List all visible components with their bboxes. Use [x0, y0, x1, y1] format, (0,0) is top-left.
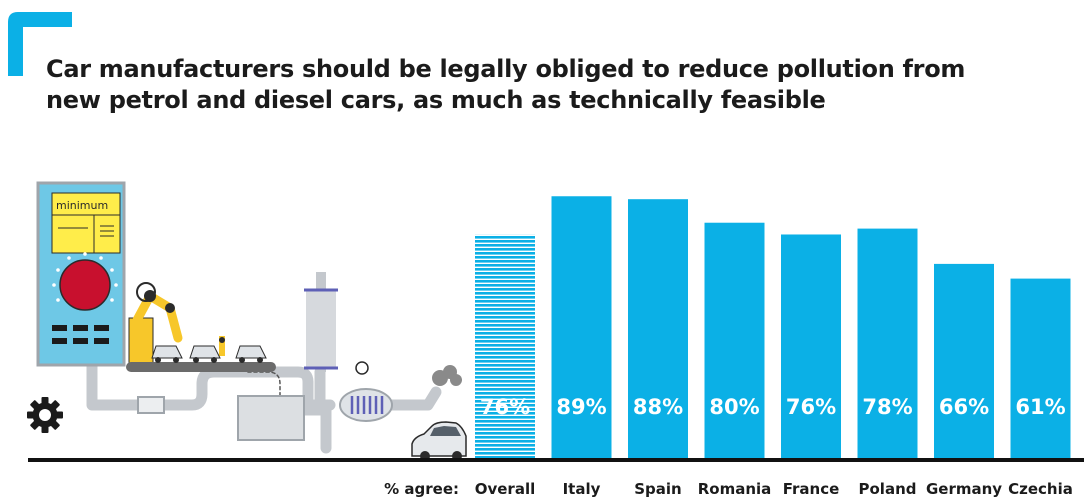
bar-romania	[705, 223, 765, 458]
value-label-france: 76%	[786, 395, 836, 419]
car-icon	[412, 422, 466, 461]
category-label-france: France	[783, 480, 840, 498]
gear-icon	[27, 397, 63, 433]
category-label-poland: Poland	[859, 480, 917, 498]
category-label-spain: Spain	[634, 480, 681, 498]
bar-czechia	[1011, 279, 1071, 458]
axis-prefix-label: % agree:	[384, 480, 459, 498]
muffler-icon	[238, 396, 304, 440]
category-label-czechia: Czechia	[1008, 480, 1073, 498]
category-label-romania: Romania	[698, 480, 772, 498]
value-label-germany: 66%	[939, 395, 989, 419]
smoke-icon	[432, 365, 462, 386]
value-label-romania: 80%	[709, 395, 759, 419]
value-label-spain: 88%	[633, 395, 683, 419]
panel-label: minimum	[56, 199, 108, 212]
category-label-italy: Italy	[563, 480, 601, 498]
control-panel-icon: minimum	[38, 183, 124, 365]
value-label-italy: 89%	[556, 395, 606, 419]
catalytic-converter-icon	[340, 362, 392, 421]
category-label-germany: Germany	[926, 480, 1002, 498]
value-label-overall: 76%	[480, 395, 530, 419]
filter-icon	[138, 397, 164, 413]
bar-overall	[475, 234, 535, 458]
bar-france	[781, 234, 841, 458]
bar-germany	[934, 264, 994, 458]
exhaust-pipe-icon	[304, 272, 338, 372]
category-label-overall: Overall	[475, 480, 536, 498]
value-label-czechia: 61%	[1015, 395, 1065, 419]
bar-poland	[858, 229, 918, 458]
value-label-poland: 78%	[862, 395, 912, 419]
bar-spain	[628, 199, 688, 458]
